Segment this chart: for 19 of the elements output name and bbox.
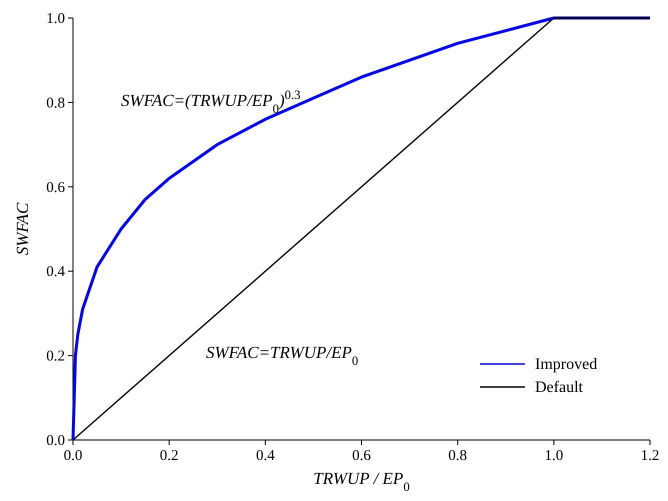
y-tick-label: 0.0 (46, 433, 65, 449)
y-axis-title: SWFAC (13, 202, 32, 256)
x-tick-label: 1.0 (544, 448, 564, 464)
annotation: SWFAC=TRWUP/EP$_{0}$ (206, 343, 358, 368)
y-tick-label: 0.2 (46, 348, 65, 365)
x-tick-label: 0.6 (352, 448, 372, 464)
legend-label: Default (535, 379, 584, 396)
y-tick-label: 0.8 (46, 95, 65, 112)
y-tick-label: 1.0 (46, 11, 65, 27)
y-tick-label: 0.6 (46, 180, 66, 196)
y-tick-label: 0.4 (46, 264, 66, 280)
annotation: SWFAC=(TRWUP/EP$_{0}$)$^{0.3}$ (121, 88, 301, 116)
x-tick-label: 0.8 (448, 448, 468, 464)
legend-label: Improved (535, 356, 598, 373)
x-tick-label: 1.2 (640, 448, 660, 464)
x-axis-title: TRWUP / EP$_{0}$ (313, 469, 410, 494)
x-tick-label: 0.4 (256, 448, 276, 464)
x-tick-label: 0.0 (64, 448, 82, 464)
x-tick-label: 0.2 (160, 448, 179, 464)
